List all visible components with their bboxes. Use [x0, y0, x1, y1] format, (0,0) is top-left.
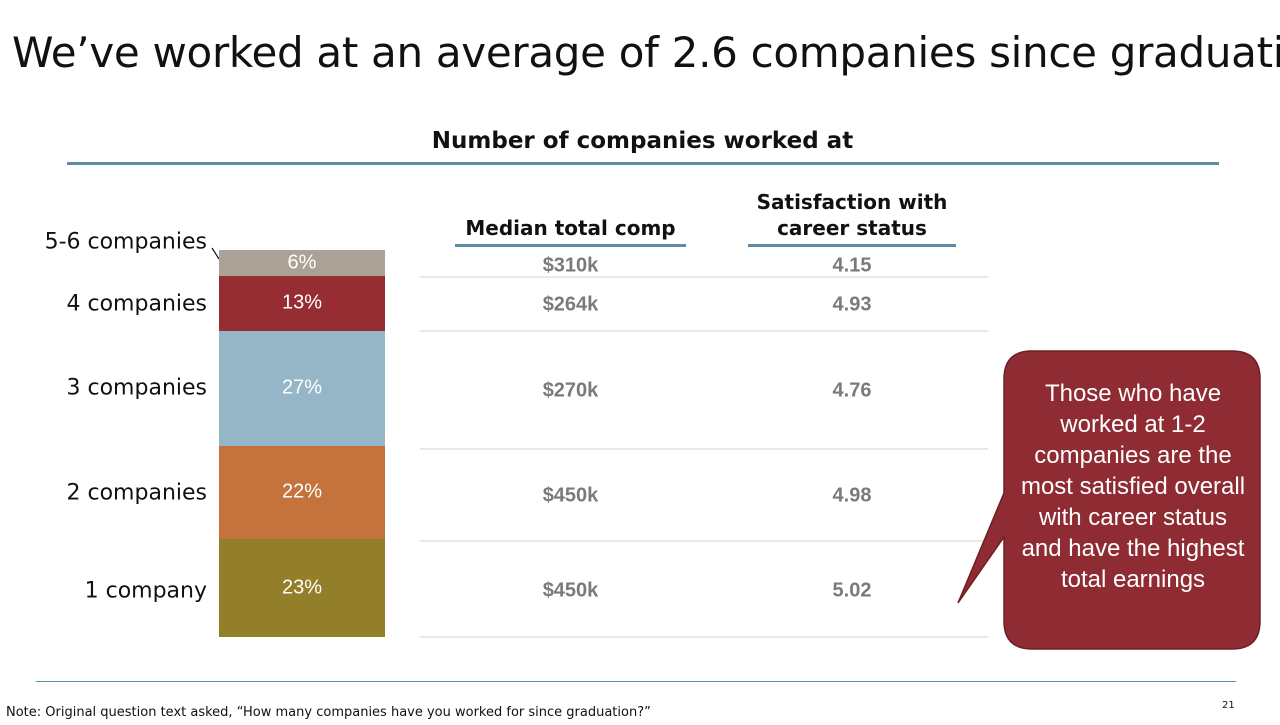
- row-label-1-company: 1 company: [84, 578, 207, 604]
- bar-segment-3-companies: [219, 330, 385, 446]
- bar-data-label-1-company: 23%: [281, 576, 323, 599]
- median-comp-2-companies: $450k: [542, 484, 599, 507]
- satisfaction-3-companies: 4.76: [832, 379, 872, 402]
- callout-text: Those who have worked at 1-2 companies a…: [1020, 380, 1246, 593]
- satisfaction-5-6-companies: 4.15: [832, 254, 872, 277]
- row-label-5-6-companies: 5-6 companies: [44, 229, 207, 255]
- footer-rule: [36, 681, 1236, 682]
- bar-segment-1-company: [219, 539, 385, 637]
- callout-shape: [957, 350, 1261, 650]
- slide-title: We’ve worked at an average of 2.6 compan…: [12, 28, 1280, 77]
- satisfaction-2-companies: 4.98: [832, 484, 872, 507]
- bar-data-label-2-companies: 22%: [281, 480, 323, 503]
- page-number: 21: [1222, 700, 1235, 711]
- median-comp-1-company: $450k: [542, 579, 599, 602]
- bar-segment-5-6-companies: [219, 250, 385, 276]
- footnote: Note: Original question text asked, “How…: [6, 705, 651, 720]
- chart-title-rule: [67, 162, 1219, 165]
- bar-data-label-3-companies: 27%: [281, 376, 323, 399]
- callout-bubble: [957, 350, 1261, 650]
- bar-segment-4-companies: [219, 275, 385, 331]
- median-comp-3-companies: $270k: [542, 379, 599, 402]
- row-label-4-companies: 4 companies: [66, 291, 207, 317]
- column-header-rule-median-comp: [455, 244, 686, 247]
- leader-line-5-6-companies: [211, 247, 220, 260]
- median-comp-4-companies: $264k: [542, 293, 599, 316]
- bar-data-label-5-6-companies: 6%: [287, 251, 317, 274]
- row-separator: [420, 330, 988, 332]
- row-separator: [420, 448, 988, 450]
- row-separator: [420, 540, 988, 542]
- column-header-satisfaction: Satisfaction with career status: [756, 190, 948, 240]
- row-separator: [420, 276, 988, 278]
- chart-title: Number of companies worked at: [431, 128, 854, 154]
- median-comp-5-6-companies: $310k: [542, 254, 599, 277]
- column-header-median-comp: Median total comp: [465, 216, 676, 240]
- row-label-2-companies: 2 companies: [66, 480, 207, 506]
- satisfaction-1-company: 5.02: [832, 579, 872, 602]
- row-separator: [420, 636, 988, 638]
- column-header-rule-satisfaction: [748, 244, 956, 247]
- bar-segment-2-companies: [219, 445, 385, 540]
- bar-data-label-4-companies: 13%: [281, 291, 323, 314]
- row-label-3-companies: 3 companies: [66, 375, 207, 401]
- satisfaction-4-companies: 4.93: [832, 293, 872, 316]
